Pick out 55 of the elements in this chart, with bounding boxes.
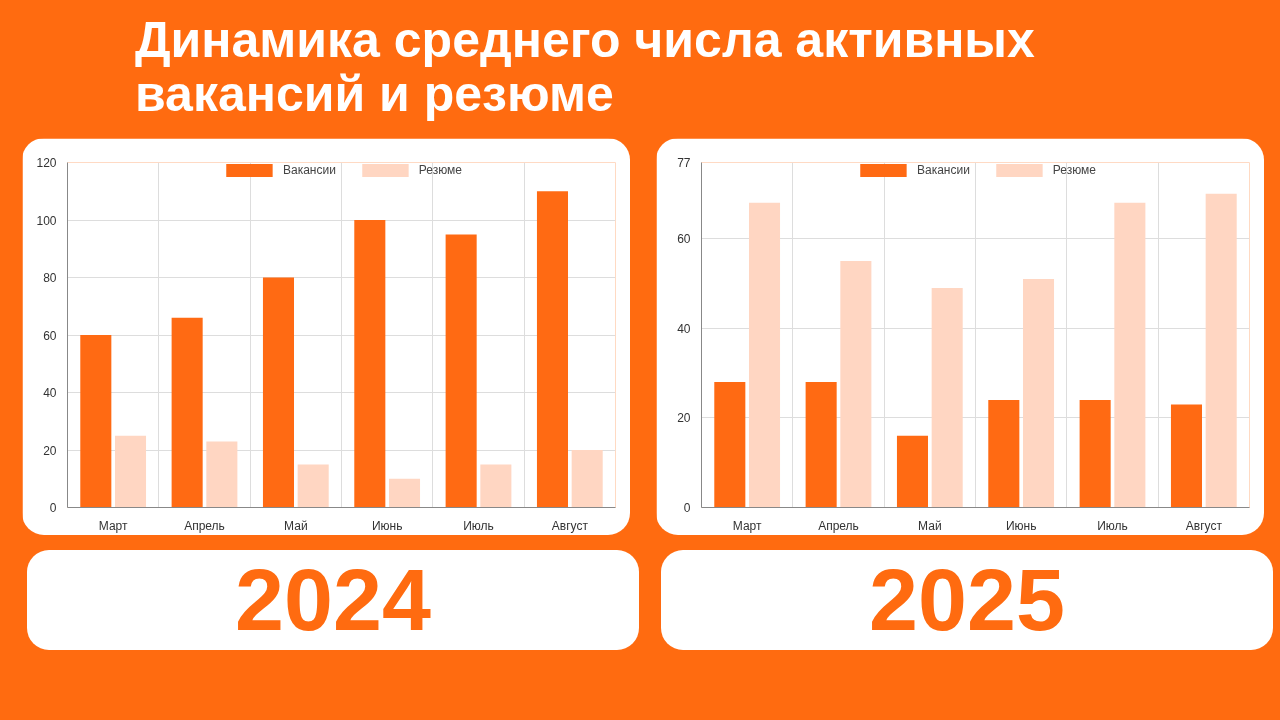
legend-label: Вакансии <box>282 163 336 177</box>
x-tick-label: Июнь <box>371 518 403 533</box>
bar <box>896 435 929 508</box>
x-tick-label: Май <box>918 518 942 533</box>
bar <box>931 287 963 508</box>
y-tick-label: 60 <box>43 328 57 343</box>
x-tick-label: Июль <box>1097 518 1128 533</box>
bar <box>748 202 781 508</box>
x-tick-label: Апрель <box>818 518 859 533</box>
bar <box>714 382 746 508</box>
text: 2024 <box>235 550 431 650</box>
y-tick-label: 60 <box>677 232 691 247</box>
bar <box>571 450 603 508</box>
bar <box>1170 404 1203 508</box>
x-tick-label: Август <box>1185 518 1223 533</box>
legend-label: Вакансии <box>916 163 970 177</box>
legend-label: Резюме <box>418 163 463 177</box>
y-tick-label: 0 <box>49 501 57 515</box>
bar <box>536 191 569 508</box>
legend-label: Резюме <box>1052 163 1097 177</box>
bar <box>171 317 203 508</box>
x-tick-label: Июнь <box>1005 518 1037 533</box>
bar <box>388 478 421 508</box>
bar <box>297 464 329 508</box>
y-tick-label: 40 <box>677 321 691 336</box>
bar <box>1114 202 1146 508</box>
x-tick-label: Август <box>551 518 589 533</box>
chart-title: Динамика среднего числа активных вакансий и резюме <box>135 12 1036 122</box>
text: 2025 <box>869 550 1065 650</box>
bar <box>480 464 512 508</box>
x-tick-label: Май <box>284 518 308 533</box>
x-tick-label: Март <box>732 518 763 533</box>
x-tick-label: Апрель <box>184 518 225 533</box>
bar <box>1022 278 1055 508</box>
bar <box>80 335 112 508</box>
bar <box>114 435 147 508</box>
y-tick-label: 0 <box>683 501 691 515</box>
y-tick-label: 100 <box>36 213 57 228</box>
y-tick-label: 120 <box>36 156 57 170</box>
bar <box>445 234 477 508</box>
bar <box>840 261 872 508</box>
bar <box>1079 399 1111 508</box>
y-tick-label: 20 <box>43 443 57 458</box>
bar <box>262 277 295 508</box>
bar <box>1205 193 1237 508</box>
y-tick-label: 20 <box>677 411 691 426</box>
y-tick-label: 40 <box>43 386 57 400</box>
bar <box>354 220 386 508</box>
bar <box>805 382 837 508</box>
bar <box>988 399 1020 508</box>
y-tick-label: 80 <box>43 271 57 285</box>
x-tick-label: Июль <box>463 518 494 533</box>
bar <box>206 441 238 508</box>
y-tick-label: 77 <box>677 156 691 170</box>
x-tick-label: Март <box>98 518 129 533</box>
